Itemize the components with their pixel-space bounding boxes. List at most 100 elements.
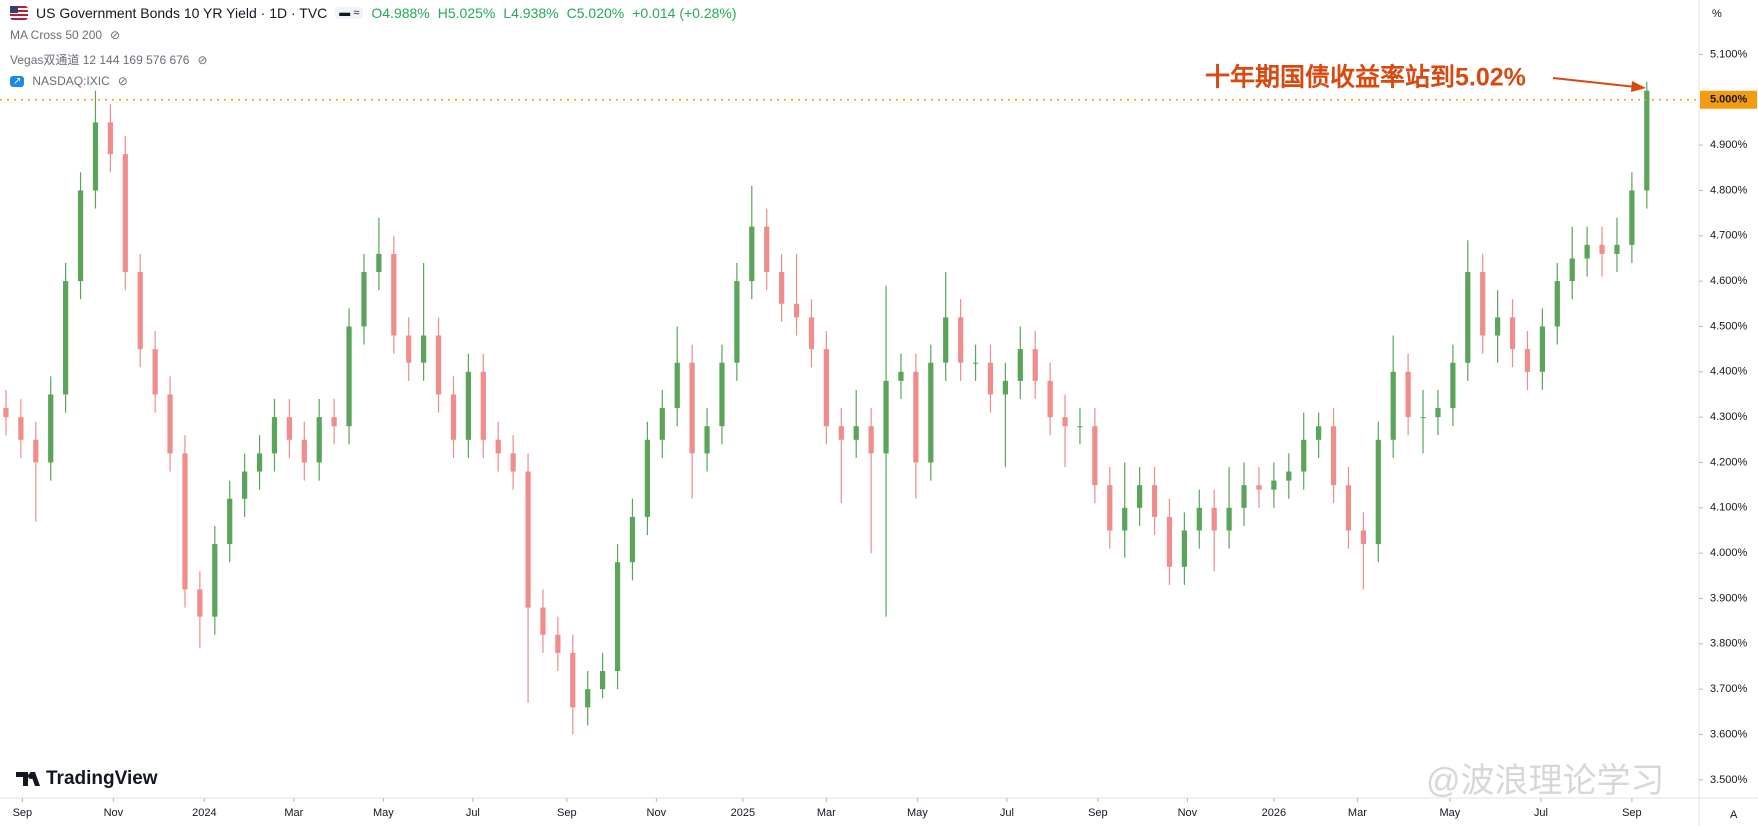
- candle-body: [898, 371, 904, 381]
- candle-body: [1002, 380, 1008, 395]
- candle-body: [137, 272, 143, 350]
- candle-body: [92, 122, 99, 191]
- candle-body: [913, 371, 919, 463]
- candle-body: [465, 371, 471, 440]
- candle-body: [152, 349, 158, 395]
- y-tick-label: 3.600%: [1710, 728, 1748, 740]
- candle-body: [361, 272, 367, 327]
- y-tick-label: 4.000%: [1710, 547, 1748, 559]
- candle-body: [167, 394, 173, 454]
- title: US Government Bonds 10 YR Yield · 1D · T…: [36, 5, 328, 21]
- candle-body: [734, 281, 740, 363]
- watermark: @波浪理论学习: [1426, 762, 1665, 800]
- candle-body: [1450, 362, 1456, 409]
- candle-body: [764, 226, 770, 273]
- candle-body: [629, 516, 636, 563]
- y-tick-label: 3.500%: [1710, 774, 1748, 786]
- annotation: 十年期国债收益率站到5.02%: [1205, 63, 1526, 92]
- candle-body: [883, 380, 889, 454]
- candle-body: [406, 335, 412, 363]
- symbol-menu[interactable]: ▬ ≈: [335, 7, 364, 19]
- candle-body: [1435, 408, 1441, 418]
- x-tick-label: Mar: [817, 807, 836, 819]
- candle-body: [1286, 471, 1292, 481]
- candle-body: [987, 362, 994, 395]
- indicator[interactable]: MA Cross 50 200 ⊘: [10, 28, 120, 42]
- x-tick-label: Sep: [13, 807, 33, 819]
- y-tick-label: 4.100%: [1710, 502, 1748, 514]
- candle-body: [421, 335, 427, 363]
- candle-body: [107, 122, 113, 155]
- y-tick-label: 4.800%: [1710, 184, 1748, 196]
- candle-body: [1211, 507, 1217, 531]
- ohlc-low: L4.938%: [503, 5, 559, 21]
- candle-body: [1330, 426, 1337, 486]
- indicator[interactable]: Vegas双通道 12 144 169 576 676 ⊘: [10, 51, 208, 68]
- hide-icon[interactable]: ⊘: [197, 52, 208, 67]
- candle-body: [197, 589, 203, 617]
- candle-body: [271, 417, 278, 454]
- ohlc-open: O4.988%: [371, 5, 430, 21]
- candle-body: [1062, 417, 1068, 427]
- candle-body: [227, 498, 233, 545]
- candle-body: [450, 394, 457, 440]
- candle-body: [1375, 439, 1381, 545]
- brand-logo: [16, 772, 40, 786]
- x-tick-label: Nov: [1178, 807, 1198, 819]
- annotation-arrow: [1552, 77, 1637, 88]
- candle-body: [18, 417, 24, 440]
- y-tick-label: 4.400%: [1710, 366, 1748, 378]
- y-tick-label: 4.500%: [1710, 320, 1748, 332]
- candle-body: [182, 453, 188, 590]
- candle-body: [331, 417, 337, 427]
- arrow-head: [1631, 81, 1646, 92]
- candle-body: [1569, 258, 1575, 282]
- candle-body: [1166, 516, 1173, 567]
- y-tick-label: 4.200%: [1710, 456, 1748, 468]
- hide-icon[interactable]: ⊘: [117, 74, 128, 88]
- candle-body: [972, 362, 979, 364]
- candle-body: [689, 362, 695, 454]
- axis-mode[interactable]: A: [1730, 809, 1738, 821]
- x-tick-label: Sep: [557, 807, 577, 819]
- candle-body: [943, 317, 949, 363]
- brand: TradingView: [46, 768, 158, 789]
- candle-body: [1137, 485, 1143, 508]
- change: +0.014 (+0.28%): [632, 5, 737, 21]
- indicator-name: MA Cross 50 200: [10, 28, 103, 42]
- y-tick-label: 4.700%: [1710, 230, 1748, 242]
- ohlc-high: H5.025%: [437, 5, 496, 21]
- indicator[interactable]: ↗ NASDAQ:IXIC ⊘: [10, 74, 128, 88]
- candle-body: [1420, 417, 1426, 419]
- candle-body: [1644, 90, 1650, 191]
- candle-body: [256, 453, 263, 472]
- flag-icon: [10, 6, 28, 20]
- price-label-bg: [1700, 90, 1757, 109]
- candle-body: [793, 303, 800, 318]
- price-label: 5.000%: [1710, 94, 1748, 106]
- candle-body: [1509, 317, 1516, 350]
- x-tick-label: Jul: [1534, 807, 1548, 819]
- indicator-name: Vegas双通道 12 144 169 576 676: [10, 53, 190, 67]
- y-tick-label: 3.900%: [1710, 592, 1748, 604]
- candle-body: [1271, 480, 1277, 490]
- candle-body: [435, 335, 442, 395]
- candle-body: [1077, 426, 1083, 428]
- candle-body: [1316, 426, 1322, 440]
- axis-unit[interactable]: %: [1712, 8, 1722, 20]
- candle-body: [749, 226, 755, 282]
- candle-body: [1480, 272, 1486, 336]
- candle-body: [958, 317, 964, 363]
- candle-body: [525, 471, 531, 608]
- candle-body: [1196, 507, 1202, 531]
- candle-body: [77, 190, 84, 282]
- candle-body: [823, 349, 829, 427]
- candle-body: [480, 371, 486, 440]
- candle-body: [1524, 349, 1531, 372]
- candle-body: [48, 394, 54, 463]
- candle-body: [659, 408, 665, 440]
- hide-icon[interactable]: ⊘: [110, 28, 121, 42]
- candle-body: [1599, 244, 1605, 254]
- candle-body: [242, 471, 248, 499]
- candle-body: [1301, 439, 1307, 472]
